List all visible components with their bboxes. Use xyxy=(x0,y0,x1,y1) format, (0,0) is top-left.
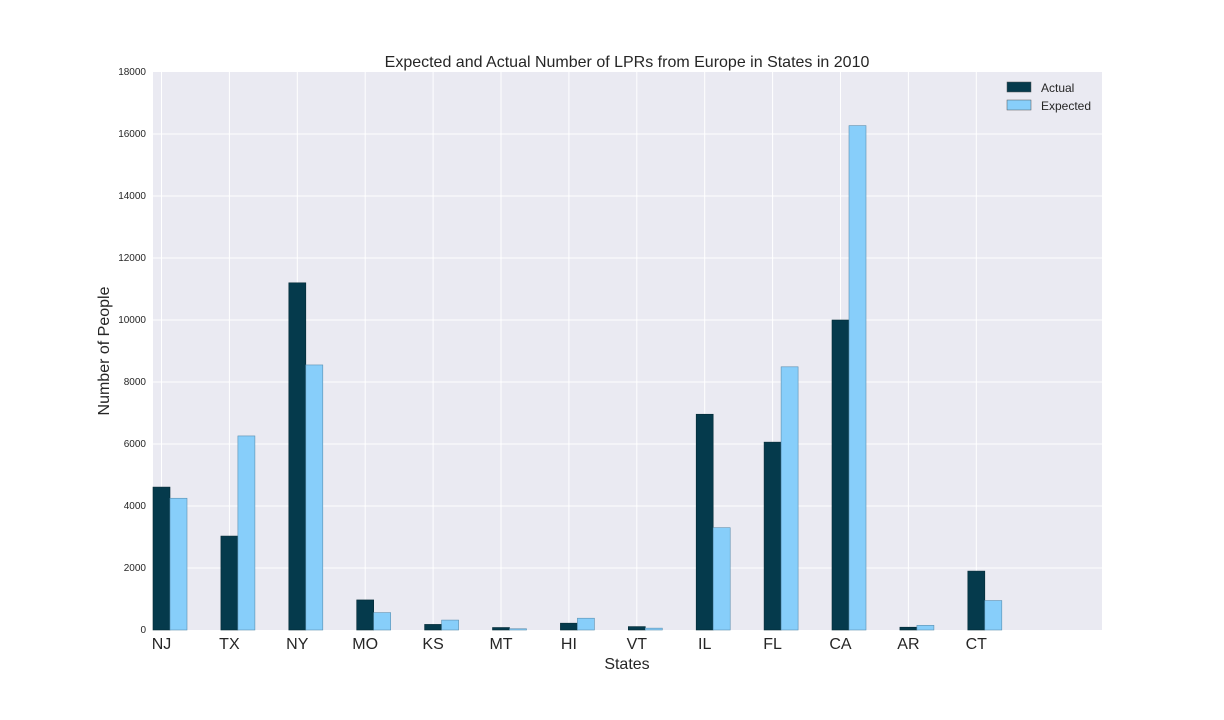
x-axis-label: States xyxy=(604,656,649,673)
y-tick-label: 6000 xyxy=(124,439,147,450)
y-tick-label: 2000 xyxy=(124,563,147,574)
bar-actual-ny xyxy=(288,282,307,631)
bar-expected-mo xyxy=(373,612,392,631)
bar-expected-tx xyxy=(237,435,256,631)
bars xyxy=(152,125,1003,631)
x-tick-label: AR xyxy=(897,636,919,653)
y-tick-label: 18000 xyxy=(118,67,146,78)
bar-expected-mt xyxy=(509,628,527,631)
legend-swatch-expected xyxy=(1006,99,1032,111)
bar-expected-il xyxy=(712,527,731,631)
x-tick-label: FL xyxy=(763,636,782,653)
bar-actual-tx xyxy=(220,535,239,631)
y-axis-ticks: 0 2000 4000 6000 8000 10000 12000 14000 16000 180… xyxy=(118,67,146,636)
bar-actual-fl xyxy=(763,441,782,631)
bar-expected-ca xyxy=(848,125,867,631)
y-axis-label: Number of People xyxy=(96,286,113,415)
bar-actual-ks xyxy=(424,624,442,631)
bar-expected-nj xyxy=(169,497,188,631)
x-tick-label: IL xyxy=(698,636,711,653)
y-tick-label: 16000 xyxy=(118,129,146,140)
y-tick-label: 10000 xyxy=(118,315,146,326)
bar-actual-mt xyxy=(492,627,510,631)
y-tick-label: 8000 xyxy=(124,377,147,388)
legend-swatch-actual xyxy=(1006,81,1032,93)
bar-actual-mo xyxy=(356,599,375,631)
legend: Actual Expected xyxy=(1006,81,1091,113)
x-tick-label: VT xyxy=(627,636,648,653)
y-tick-label: 4000 xyxy=(124,501,147,512)
bar-expected-ks xyxy=(441,619,459,631)
x-tick-label: NJ xyxy=(152,636,172,653)
bar-actual-nj xyxy=(152,486,171,631)
x-tick-label: TX xyxy=(219,636,240,653)
bar-actual-ar xyxy=(899,626,918,631)
x-tick-label: MO xyxy=(352,636,378,653)
bar-actual-ct xyxy=(967,570,986,631)
y-tick-label: 12000 xyxy=(118,253,146,264)
bar-expected-hi xyxy=(577,617,595,631)
bar-actual-il xyxy=(695,413,714,631)
chart-title: Expected and Actual Number of LPRs from … xyxy=(385,54,870,71)
bar-expected-ar xyxy=(916,625,935,631)
x-tick-label: CT xyxy=(966,636,988,653)
bar-actual-hi xyxy=(560,622,578,631)
x-axis-ticks: NJ TX NY MO KS MT HI VT IL FL CA AR CT xyxy=(152,636,987,653)
legend-label-actual: Actual xyxy=(1041,81,1074,95)
x-tick-label: KS xyxy=(422,636,443,653)
y-tick-label: 0 xyxy=(140,625,146,636)
x-tick-label: CA xyxy=(829,636,852,653)
x-tick-label: MT xyxy=(489,636,512,653)
bar-expected-fl xyxy=(780,366,799,631)
legend-label-expected: Expected xyxy=(1041,99,1091,113)
x-tick-label: HI xyxy=(561,636,577,653)
x-tick-label: NY xyxy=(286,636,309,653)
bar-expected-vt xyxy=(644,627,663,631)
bar-expected-ny xyxy=(305,364,324,631)
bar-actual-vt xyxy=(627,626,646,631)
bar-actual-ca xyxy=(831,319,850,631)
bar-expected-ct xyxy=(984,600,1003,631)
y-tick-label: 14000 xyxy=(118,191,146,202)
